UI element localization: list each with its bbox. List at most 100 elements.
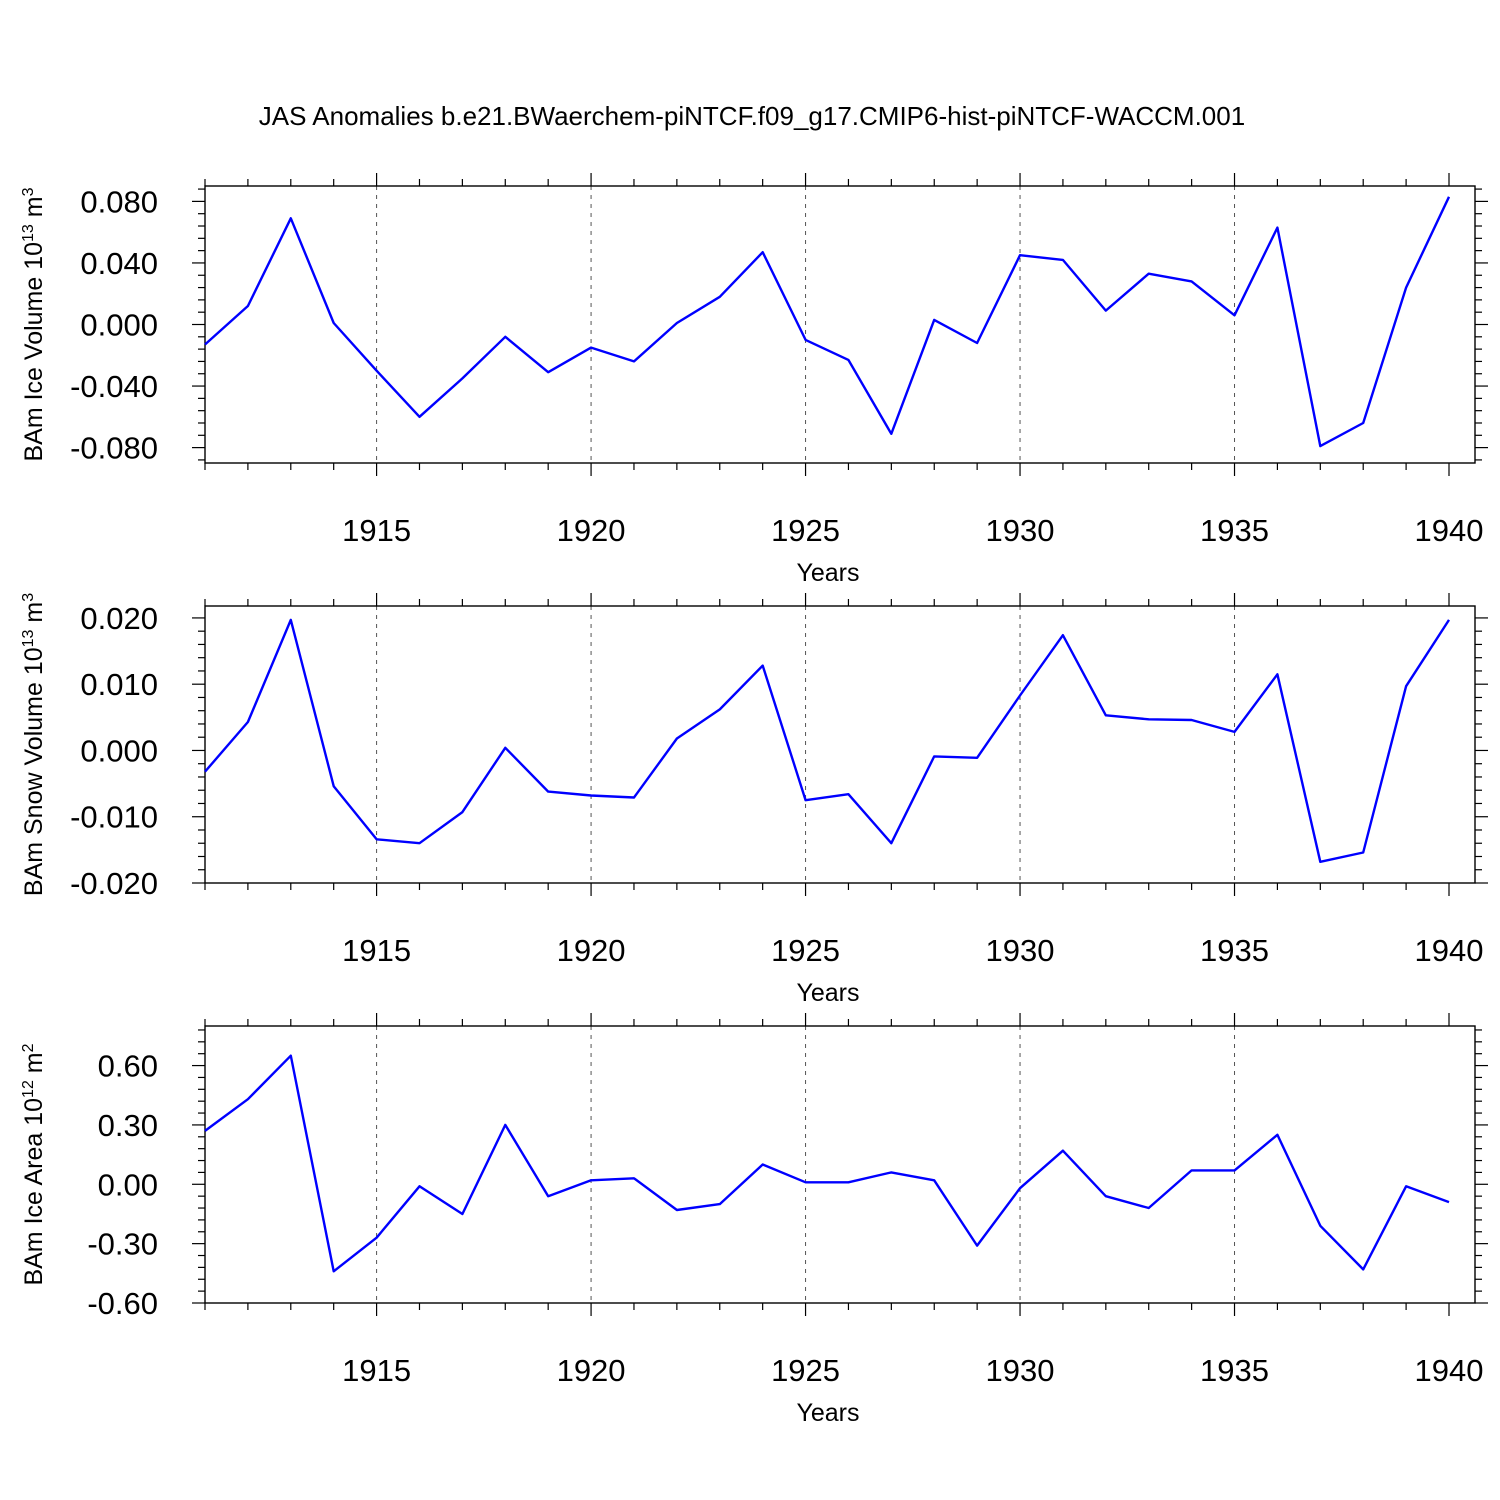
data-point xyxy=(590,1179,592,1181)
data-point xyxy=(976,1244,978,1246)
y-tick-label: 0.080 xyxy=(80,184,158,219)
y-tick-label: 0.020 xyxy=(80,601,158,636)
y-axis-label-part: BAm Ice Area 10 xyxy=(20,1098,48,1286)
data-point xyxy=(804,799,806,801)
data-point xyxy=(804,1181,806,1183)
data-point xyxy=(676,737,678,739)
data-point xyxy=(1233,314,1235,316)
data-point xyxy=(504,336,506,338)
data-point xyxy=(761,1163,763,1165)
data-point xyxy=(1148,718,1150,720)
y-axis-label-part: BAm Ice Volume 10 xyxy=(20,242,48,462)
data-point xyxy=(676,322,678,324)
data-point xyxy=(1019,1187,1021,1189)
data-point xyxy=(247,1098,249,1100)
x-tick-label: 1920 xyxy=(557,1353,626,1388)
data-point xyxy=(418,416,420,418)
chart-panel-1: -0.080 -0.040 0.000 0.040 0.080 1915 1920 1925 1… xyxy=(20,173,1488,587)
data-point xyxy=(1276,1134,1278,1136)
x-tick-label: 1930 xyxy=(986,933,1055,968)
y-axis-label-part: m xyxy=(20,602,48,630)
y-tick-label: 0.000 xyxy=(80,733,158,768)
data-point xyxy=(1362,422,1364,424)
data-point xyxy=(1190,280,1192,282)
y-axis-label-superscript: 13 xyxy=(20,629,37,647)
y-axis-label: BAm Snow Volume 1013 m3 xyxy=(20,593,48,896)
data-point xyxy=(933,755,935,757)
data-point xyxy=(1448,619,1450,621)
x-tick-label: 1925 xyxy=(771,1353,840,1388)
x-tick-label: 1940 xyxy=(1415,1353,1484,1388)
data-point xyxy=(1233,731,1235,733)
data-point xyxy=(633,796,635,798)
data-point xyxy=(933,1179,935,1181)
data-point xyxy=(847,793,849,795)
chart-panel-2: -0.020 -0.010 0.000 0.010 0.020 1915 1920 1925 1… xyxy=(20,593,1488,1007)
data-point xyxy=(1319,1225,1321,1227)
data-point xyxy=(247,305,249,307)
data-point xyxy=(590,346,592,348)
x-tick-label: 1935 xyxy=(1200,933,1269,968)
data-point xyxy=(290,1054,292,1056)
y-axis-label-part: m xyxy=(20,196,48,224)
y-tick-label: 0.30 xyxy=(98,1108,158,1143)
data-point xyxy=(1362,1268,1364,1270)
data-point xyxy=(332,322,334,324)
data-point xyxy=(1405,1185,1407,1187)
data-point xyxy=(847,359,849,361)
y-axis-label-superscript: 3 xyxy=(20,593,37,602)
y-axis-label-part: m xyxy=(20,1052,48,1080)
x-tick-label: 1915 xyxy=(342,933,411,968)
data-point xyxy=(461,811,463,813)
plot-frame xyxy=(204,605,1476,884)
data-point xyxy=(547,1195,549,1197)
data-point xyxy=(719,708,721,710)
y-tick-label: 0.010 xyxy=(80,667,158,702)
data-point xyxy=(204,1130,206,1132)
x-tick-label: 1935 xyxy=(1200,1353,1269,1388)
y-tick-label: 0.00 xyxy=(98,1167,158,1202)
x-tick-label: 1925 xyxy=(771,513,840,548)
data-point xyxy=(290,619,292,621)
y-tick-label: -0.010 xyxy=(70,800,158,835)
data-point xyxy=(804,339,806,341)
x-tick-label: 1930 xyxy=(986,513,1055,548)
data-point xyxy=(1105,1195,1107,1197)
data-point xyxy=(461,377,463,379)
x-axis-label: Years xyxy=(796,1399,859,1427)
y-tick-label: 0.000 xyxy=(80,308,158,343)
y-axis-label: BAm Ice Volume 1013 m3 xyxy=(20,187,48,461)
data-point xyxy=(418,1185,420,1187)
data-point xyxy=(933,319,935,321)
y-axis-label-superscript: 3 xyxy=(20,187,37,196)
x-tick-label: 1940 xyxy=(1415,933,1484,968)
plot-frame xyxy=(204,185,1476,464)
data-point xyxy=(418,842,420,844)
data-point xyxy=(204,343,206,345)
data-point xyxy=(847,1181,849,1183)
y-tick-label: 0.040 xyxy=(80,246,158,281)
y-axis-label-part: BAm Snow Volume 10 xyxy=(20,647,48,896)
data-point xyxy=(976,342,978,344)
data-point xyxy=(247,721,249,723)
data-point xyxy=(504,747,506,749)
x-tick-label: 1930 xyxy=(986,1353,1055,1388)
data-point xyxy=(719,1203,721,1205)
data-point xyxy=(890,842,892,844)
y-axis-label-superscript: 13 xyxy=(20,224,37,242)
x-tick-label: 1920 xyxy=(557,513,626,548)
x-tick-label: 1920 xyxy=(557,933,626,968)
data-point xyxy=(332,785,334,787)
y-tick-label: 0.60 xyxy=(98,1049,158,1084)
data-point xyxy=(1276,673,1278,675)
series-line xyxy=(204,618,1451,863)
data-point xyxy=(332,1270,334,1272)
data-point xyxy=(461,1213,463,1215)
chart-panels: -0.080 -0.040 0.000 0.040 0.080 1915 1920 1925 1… xyxy=(20,173,1488,1427)
x-tick-label: 1915 xyxy=(342,1353,411,1388)
y-tick-label: -0.040 xyxy=(70,369,158,404)
data-point xyxy=(375,1237,377,1239)
data-point xyxy=(1019,254,1021,256)
data-point xyxy=(676,1209,678,1211)
data-point xyxy=(504,1124,506,1126)
